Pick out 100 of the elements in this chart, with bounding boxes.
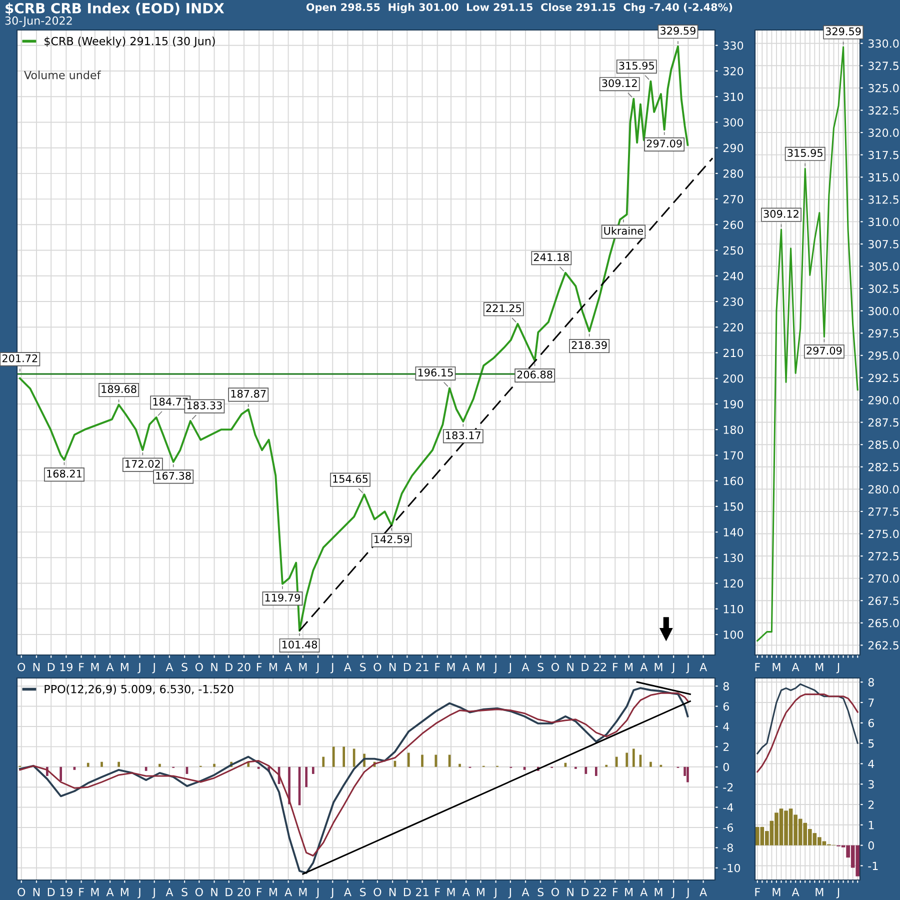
bar bbox=[305, 766, 308, 788]
x-tick-label: A bbox=[344, 888, 352, 896]
y-tick-label: -1 bbox=[868, 862, 878, 870]
x-tick-label: M bbox=[772, 888, 780, 896]
legend-label: $CRB (Weekly) 291.15 (30 Jun) bbox=[44, 36, 215, 48]
y-tick-label: 300 bbox=[723, 118, 744, 127]
x-tick-label: A bbox=[792, 888, 800, 896]
x-tick-label: D bbox=[48, 888, 55, 896]
y-tick-label: 267.5 bbox=[868, 596, 898, 605]
x-tick-label: M bbox=[120, 662, 128, 672]
y-tick-label: 110 bbox=[724, 604, 744, 614]
annotation: 101.48 bbox=[282, 640, 318, 649]
x-tick-label: 20 bbox=[238, 888, 250, 896]
x-tick-label: F bbox=[755, 662, 760, 672]
bar bbox=[407, 752, 410, 767]
x-tick-label: O bbox=[18, 662, 26, 672]
annotation: 218.39 bbox=[572, 341, 607, 350]
x-tick-label: N bbox=[33, 662, 40, 672]
x-tick-label: M bbox=[625, 662, 632, 672]
y-tick-label: 6 bbox=[723, 702, 730, 711]
annotation: 187.87 bbox=[231, 390, 266, 398]
bar bbox=[100, 762, 103, 767]
x-tick-label: F bbox=[435, 888, 440, 896]
bar bbox=[86, 762, 90, 767]
y-tick-label: 1 bbox=[868, 821, 874, 830]
x-tick-label: J bbox=[686, 662, 689, 674]
y-tick-label: 285.0 bbox=[868, 440, 899, 449]
x-tick-label: D bbox=[48, 662, 55, 672]
annotation: 221.25 bbox=[486, 304, 521, 312]
y-tick-label: 4 bbox=[868, 760, 874, 768]
y-tick-label: 290.0 bbox=[868, 396, 899, 404]
x-tick-label: A bbox=[462, 888, 470, 896]
x-tick-label: M bbox=[270, 662, 277, 672]
y-tick-label: 287.5 bbox=[868, 418, 898, 427]
annotation: 168.21 bbox=[47, 470, 82, 478]
y-tick-label: 4 bbox=[723, 722, 730, 731]
y-tick-label: 8 bbox=[723, 682, 729, 690]
y-tick-label: 327.5 bbox=[868, 62, 898, 70]
y-tick-label: 320.0 bbox=[868, 128, 899, 137]
x-tick-label: D bbox=[226, 662, 233, 672]
x-tick-label: A bbox=[640, 662, 648, 672]
line-series bbox=[756, 694, 858, 773]
legend-label: PPO(12,26,9) 5.009, 6.530, -1.520 bbox=[44, 684, 234, 695]
y-tick-label: 190 bbox=[724, 400, 744, 408]
x-tick-label: O bbox=[195, 662, 203, 672]
annotation: 183.33 bbox=[187, 401, 222, 410]
y-tick-label: 322.5 bbox=[868, 106, 898, 115]
annotation: 297.09 bbox=[646, 140, 682, 148]
y-tick-label: 120 bbox=[724, 579, 744, 588]
x-tick-label: J bbox=[836, 662, 840, 674]
bar bbox=[421, 754, 424, 767]
x-tick-label: O bbox=[551, 662, 559, 672]
x-tick-label: M bbox=[625, 888, 632, 896]
x-tick-label: M bbox=[772, 662, 780, 672]
x-tick-label: J bbox=[494, 662, 496, 674]
x-tick-label: J bbox=[671, 662, 674, 674]
x-tick-label: O bbox=[374, 662, 382, 672]
bar bbox=[60, 766, 62, 782]
annotation: 309.12 bbox=[602, 79, 637, 88]
y-tick-label: 307.5 bbox=[868, 240, 898, 248]
x-tick-label: F bbox=[755, 888, 760, 896]
x-tick-label: J bbox=[836, 888, 840, 898]
x-tick-label: F bbox=[613, 888, 618, 896]
y-tick-label: 5 bbox=[868, 739, 874, 748]
bar bbox=[213, 764, 216, 767]
bar bbox=[626, 752, 628, 767]
y-tick-label: -4 bbox=[723, 803, 734, 812]
bar bbox=[632, 748, 635, 767]
y-tick-label: 170 bbox=[724, 451, 744, 460]
x-tick-label: A bbox=[106, 662, 114, 672]
x-tick-label: F bbox=[435, 662, 440, 672]
x-tick-label: D bbox=[582, 662, 589, 672]
line-series bbox=[756, 683, 858, 754]
x-tick-label: A bbox=[284, 888, 292, 896]
y-tick-label: 160 bbox=[724, 476, 744, 486]
y-tick-label: 297.5 bbox=[868, 329, 898, 338]
x-tick-label: J bbox=[686, 888, 689, 898]
y-tick-label: 6 bbox=[868, 718, 874, 728]
x-tick-label: F bbox=[256, 662, 262, 672]
x-tick-label: A bbox=[166, 888, 174, 896]
x-tick-label: J bbox=[671, 888, 674, 898]
x-tick-label: 21 bbox=[416, 888, 428, 896]
x-tick-label: M bbox=[91, 662, 99, 672]
x-tick-label: J bbox=[152, 888, 155, 898]
y-tick-label: 290 bbox=[723, 144, 744, 152]
y-tick-label: 2 bbox=[723, 742, 729, 751]
x-tick-label: 19 bbox=[60, 662, 72, 672]
x-tick-label: J bbox=[330, 662, 334, 674]
annotation: 329.59 bbox=[826, 27, 861, 36]
annotation: 329.59 bbox=[660, 26, 696, 35]
x-tick-label: O bbox=[18, 888, 26, 896]
bar bbox=[434, 754, 438, 767]
annotation: 183.17 bbox=[446, 431, 481, 440]
x-tick-label: J bbox=[138, 662, 140, 674]
y-tick-label: 140 bbox=[724, 528, 744, 536]
x-tick-label: M bbox=[654, 888, 662, 896]
x-tick-label: A bbox=[462, 662, 470, 672]
y-tick-label: 260 bbox=[723, 220, 744, 230]
x-tick-label: M bbox=[447, 888, 455, 896]
x-tick-label: A bbox=[640, 888, 648, 896]
